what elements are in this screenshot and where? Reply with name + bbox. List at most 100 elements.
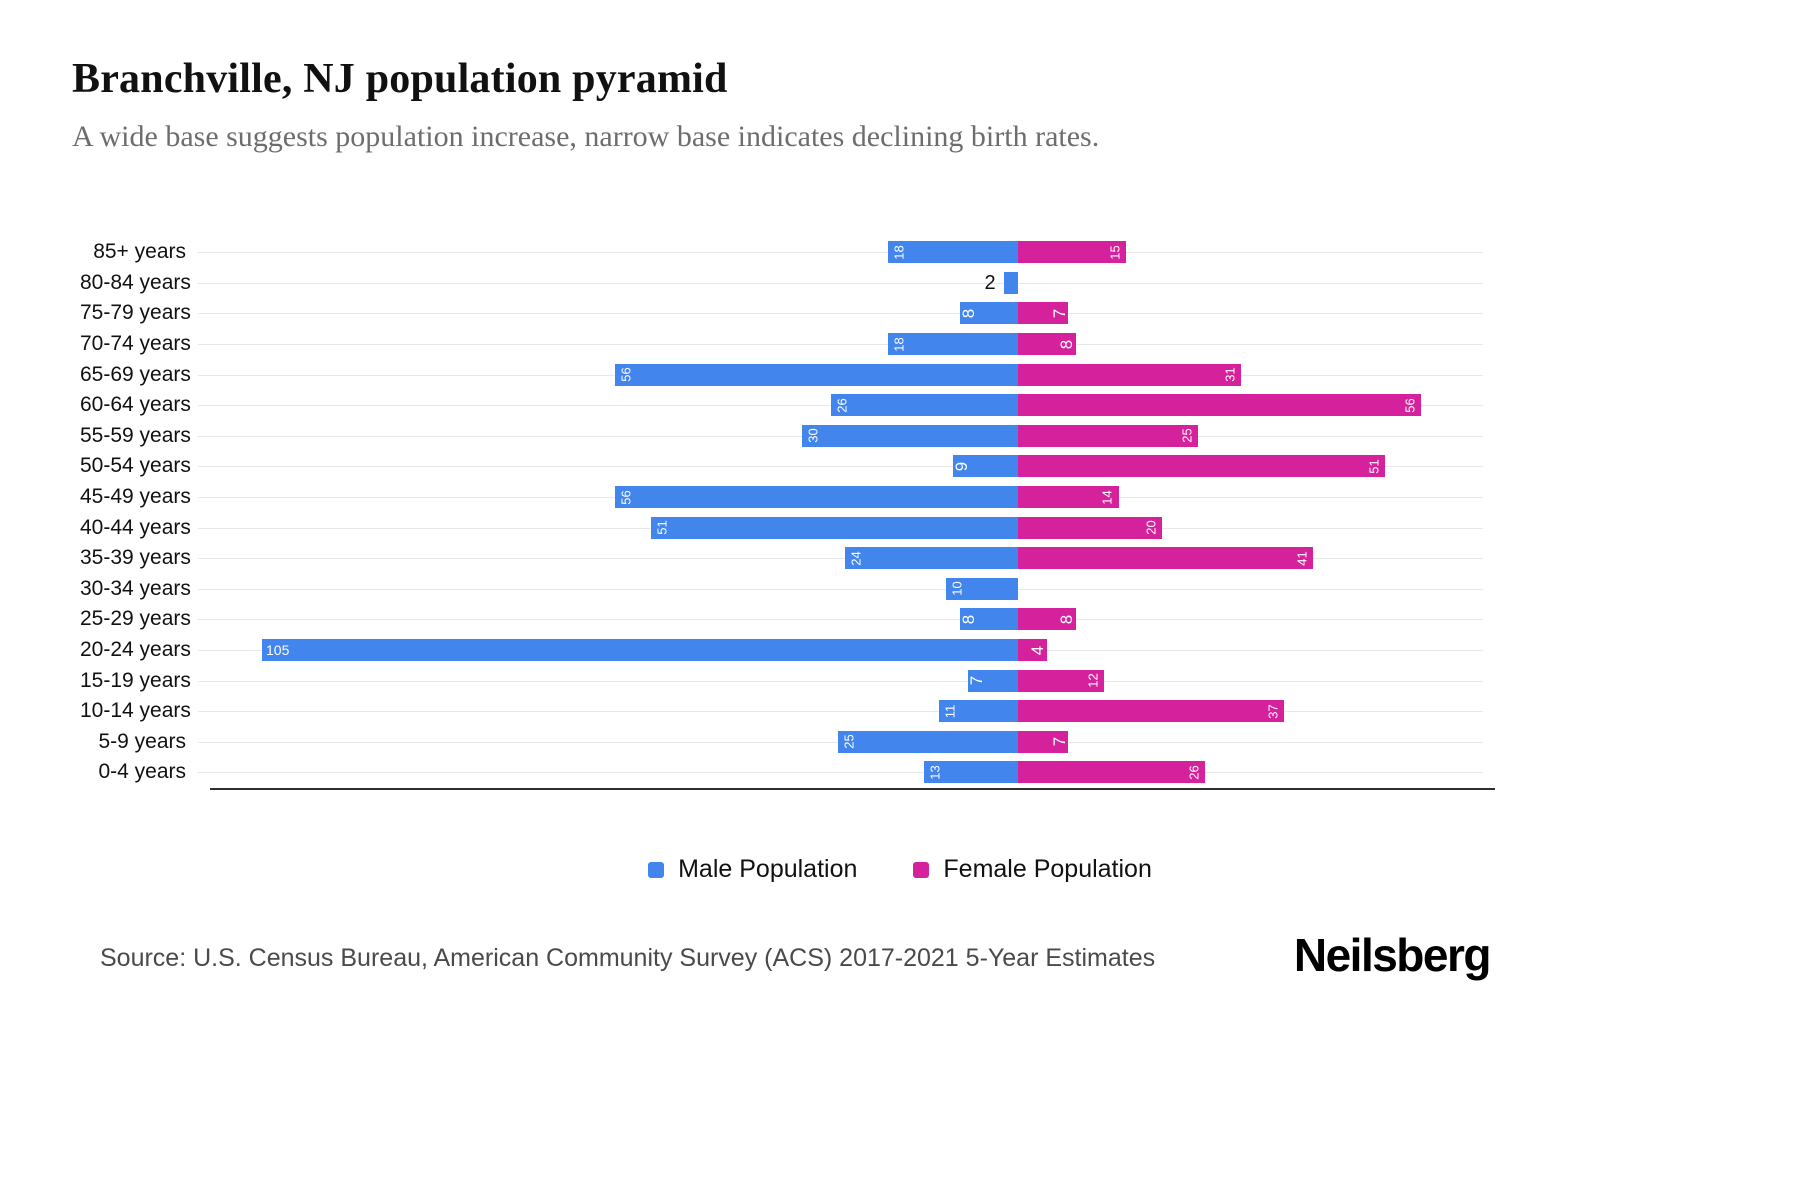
bar-value-label: 11 [942, 704, 958, 718]
bar-value-label: 20 [1143, 520, 1159, 535]
bar-value-label: 10 [949, 581, 965, 597]
age-group-label: 45-49 years [80, 485, 191, 509]
female-bar: 4 [1018, 639, 1048, 662]
age-group-label: 35-39 years [80, 546, 191, 570]
pyramid-row: 15-19 years 7 12 [80, 665, 1500, 696]
pyramid-row: 25-29 years 8 8 [80, 604, 1500, 635]
male-bar: 7 [967, 669, 1018, 692]
bar-value-label: 12 [1085, 673, 1101, 688]
age-group-label: 25-29 years [80, 607, 191, 631]
male-bar: 13 [924, 761, 1018, 784]
age-group-label: 60-64 years [80, 393, 191, 417]
female-bar: 12 [1018, 669, 1105, 692]
pyramid-row: 45-49 years 56 14 [80, 482, 1500, 513]
female-bar: 7 [1018, 730, 1070, 753]
male-bar: 18 [888, 333, 1018, 356]
bar-value-label: 7 [1050, 308, 1070, 319]
plot-area: 2 [198, 268, 1483, 299]
plot-area: 11 37 [198, 696, 1483, 727]
pyramid-row: 20-24 years 105 4 [80, 635, 1500, 666]
legend-item-male[interactable]: Male Population [648, 855, 857, 884]
male-bar: 56 [614, 486, 1018, 509]
bar-value-label: 51 [1366, 459, 1382, 474]
age-group-label: 50-54 years [80, 454, 191, 478]
gridline [198, 282, 1483, 284]
plot-area: 24 41 [198, 543, 1483, 574]
bar-value-label: 51 [654, 520, 670, 535]
gridline [198, 711, 1483, 713]
male-bar: 8 [960, 302, 1018, 325]
age-group-label: 55-59 years [80, 423, 191, 447]
plot-area: 10 [198, 574, 1483, 605]
chart-legend: Male Population Female Population [0, 855, 1800, 884]
age-group-label: 5-9 years [98, 729, 186, 753]
female-bar: 31 [1018, 363, 1242, 386]
bar-value-label: 8 [959, 614, 979, 625]
bar-value-label: 18 [892, 245, 908, 260]
bar-value-label: 105 [266, 642, 290, 659]
female-bar: 8 [1018, 333, 1077, 356]
bar-value-label: 15 [1107, 245, 1123, 260]
female-bar: 56 [1018, 394, 1422, 417]
plot-area: 30 25 [198, 421, 1483, 452]
bar-value-label: 41 [1294, 551, 1310, 566]
bar-value-label: 8 [1057, 339, 1077, 349]
age-group-label: 75-79 years [80, 301, 191, 325]
pyramid-row: 5-9 years 25 7 [80, 727, 1500, 758]
population-pyramid-chart: 85+ years 18 15 80-84 years 2 75-79 years 8 7 70… [80, 237, 1500, 790]
bar-value-label: 25 [1179, 428, 1195, 444]
bar-value-label: 25 [841, 734, 857, 750]
gridline [198, 772, 1483, 774]
age-group-label: 65-69 years [80, 362, 191, 386]
plot-area: 56 14 [198, 482, 1483, 513]
pyramid-row: 30-34 years 10 [80, 574, 1500, 605]
male-bar: 10 [946, 577, 1018, 600]
male-legend-label: Male Population [678, 855, 858, 883]
bar-value-label: 56 [618, 489, 634, 505]
gridline [198, 466, 1483, 468]
pyramid-row: 65-69 years 56 31 [80, 359, 1500, 390]
female-bar: 26 [1018, 761, 1206, 784]
female-bar: 37 [1018, 700, 1285, 723]
age-group-label: 70-74 years [80, 332, 191, 356]
pyramid-row: 0-4 years 13 26 [80, 757, 1500, 788]
plot-area: 105 4 [198, 635, 1483, 666]
male-bar: 18 [888, 241, 1018, 264]
bar-value-label: 56 [1402, 398, 1418, 413]
age-group-label: 80-84 years [80, 270, 191, 294]
female-bar: 41 [1018, 547, 1314, 570]
female-bar: 14 [1018, 486, 1119, 509]
male-bar: 51 [650, 516, 1018, 539]
gridline [198, 313, 1483, 315]
plot-area: 9 51 [198, 451, 1483, 482]
female-bar: 15 [1018, 241, 1126, 264]
female-legend-label: Female Population [943, 855, 1152, 883]
x-axis-line [210, 787, 1495, 790]
plot-area: 56 31 [198, 359, 1483, 390]
bar-value-label: 31 [1222, 367, 1238, 382]
bar-value-label: 56 [618, 367, 634, 382]
male-bar: 2 [984, 271, 1018, 294]
gridline [198, 680, 1483, 682]
age-group-label: 0-4 years [98, 760, 186, 784]
age-group-label: 10-14 years [80, 699, 191, 723]
page-subtitle: A wide base suggests population increase… [72, 120, 1100, 153]
page-title: Branchville, NJ population pyramid [72, 56, 728, 102]
gridline [198, 619, 1483, 621]
bar-value-label: 4 [1028, 645, 1048, 655]
male-legend-swatch [648, 861, 665, 878]
age-group-label: 30-34 years [80, 576, 191, 600]
bar-value-label: 13 [928, 765, 944, 780]
bar-value-label: 7 [1050, 737, 1070, 747]
pyramid-row: 55-59 years 30 25 [80, 421, 1500, 452]
bar-value-label: 2 [984, 271, 996, 294]
pyramid-row: 40-44 years 51 20 [80, 512, 1500, 543]
pyramid-row: 80-84 years 2 [80, 268, 1500, 299]
plot-area: 26 56 [198, 390, 1483, 421]
gridline [198, 252, 1483, 254]
legend-item-female[interactable]: Female Population [913, 855, 1152, 884]
male-bar: 25 [838, 730, 1018, 753]
bar-value-label: 8 [1057, 614, 1077, 625]
